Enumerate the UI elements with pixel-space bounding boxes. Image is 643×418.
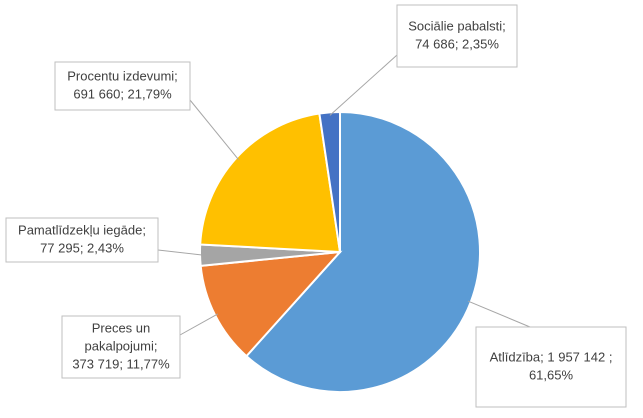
data-label: Preces un — [92, 320, 151, 335]
data-label: Atlīdzība; 1 957 142 ; — [490, 349, 613, 364]
leader-line — [179, 313, 219, 336]
data-label: 77 295; 2,43% — [40, 240, 124, 255]
data-label: 61,65% — [529, 367, 574, 382]
label-box — [61, 315, 181, 379]
data-label: 74 686; 2,35% — [415, 36, 499, 51]
data-label: 373 719; 11,77% — [72, 356, 170, 371]
pie-slice — [318, 110, 341, 253]
leader-line — [189, 99, 240, 161]
leader-line — [467, 300, 531, 328]
label-box — [396, 4, 518, 68]
label-box — [5, 217, 159, 263]
data-label: Pamatlīdzekļu iegāde; — [18, 222, 146, 237]
data-label: pakalpojumi; — [85, 338, 158, 353]
data-label: 691 660; 21,79% — [73, 86, 172, 101]
label-box — [54, 61, 191, 111]
leader-line — [157, 249, 204, 256]
data-label: Sociālie pabalsti; — [408, 18, 506, 33]
pie-slice — [199, 112, 342, 254]
label-box — [475, 326, 627, 408]
leader-line — [329, 54, 398, 116]
data-label: Procentu izdevumi; — [67, 68, 178, 83]
